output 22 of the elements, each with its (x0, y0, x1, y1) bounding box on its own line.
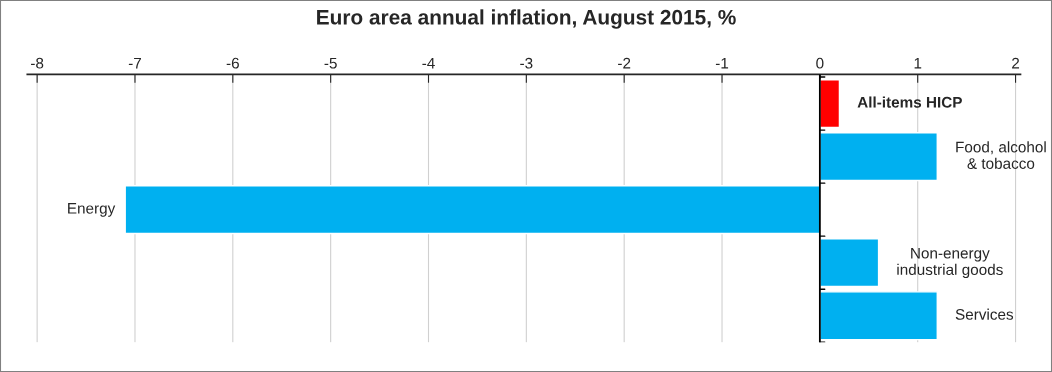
y-tick-label: Food, alcohol & tobacco (956, 141, 1046, 169)
x-tick-label: -7 (128, 57, 141, 69)
chart-title: Euro area annual inflation, August 2015, % (317, 9, 736, 29)
x-tick-label: -3 (520, 57, 533, 69)
x-tick-label: -1 (715, 57, 729, 69)
x-tick-label: -6 (226, 57, 239, 69)
x-tick-label: 2 (1012, 57, 1020, 69)
x-tick-label: -8 (31, 57, 44, 69)
bar (819, 79, 841, 129)
x-tick-label: -5 (324, 57, 337, 69)
y-tick-label: Services (955, 308, 1014, 320)
bar (819, 291, 938, 341)
x-tick-label: -4 (422, 57, 435, 69)
y-tick-label: All-items HICP (857, 96, 962, 108)
x-tick-label: -2 (618, 57, 631, 69)
y-tick-label: Energy (68, 203, 116, 217)
x-tick-label: 0 (816, 57, 824, 69)
y-tick-label: Non-energy industrial goods (897, 247, 1003, 279)
bar (819, 132, 938, 182)
bar (819, 238, 880, 288)
bar (124, 185, 821, 235)
x-tick-label: 1 (914, 57, 922, 69)
